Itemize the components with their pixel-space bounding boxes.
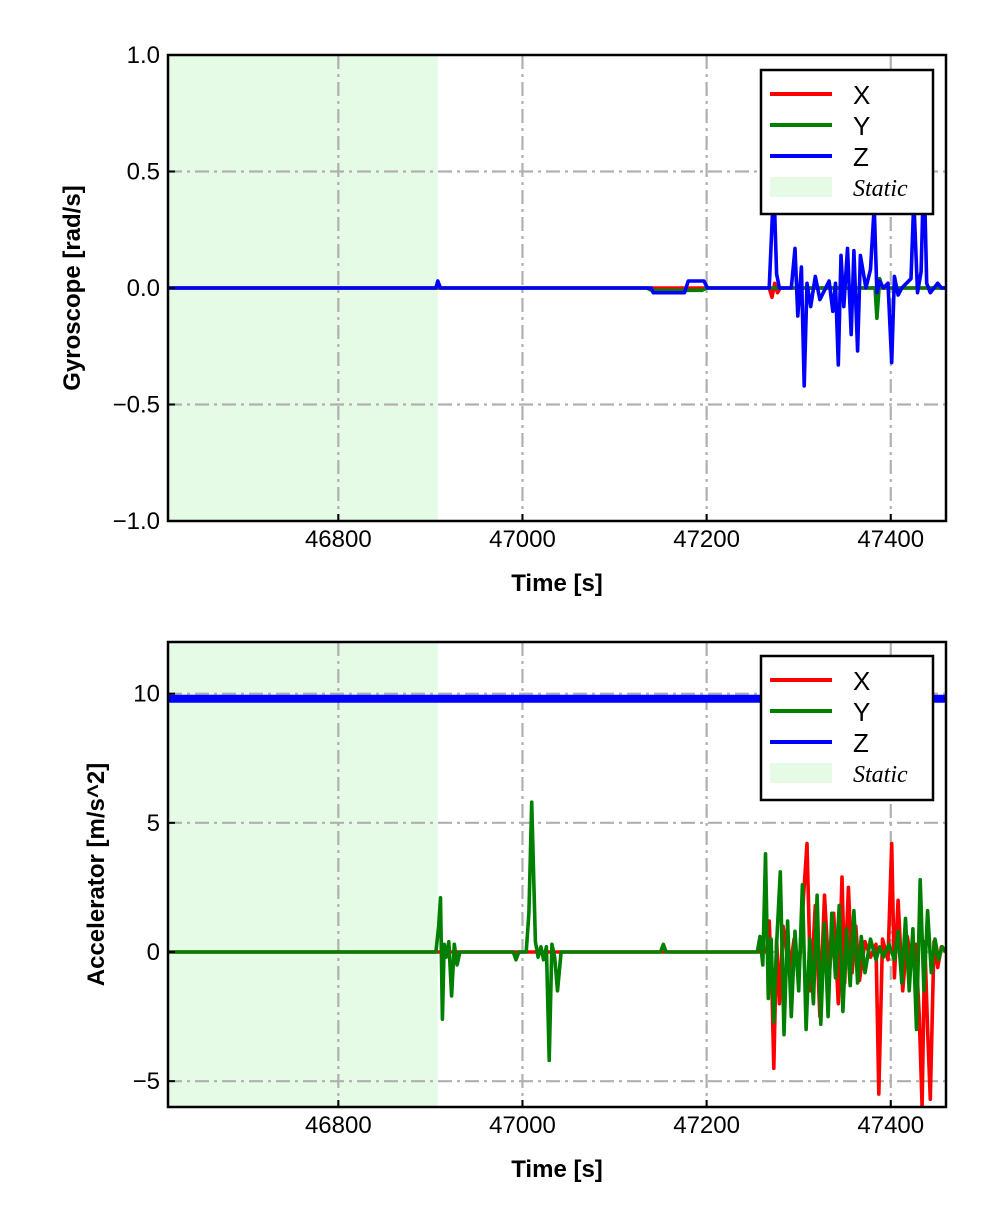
plot-frame bbox=[166, 640, 948, 1109]
x-axis-title: Time [s] bbox=[511, 1156, 603, 1183]
legend-entry-z: Z bbox=[770, 142, 869, 172]
legend-label: Y bbox=[853, 111, 870, 141]
legend-entry-z: Z bbox=[770, 728, 869, 758]
legend-entry-static: Static bbox=[770, 762, 908, 788]
legend: XYZ Static bbox=[759, 654, 935, 802]
y-tick-label: 5 bbox=[147, 810, 160, 837]
y-axis-title: Gyroscope [rad/s] bbox=[59, 185, 86, 390]
y-tick-label: −5 bbox=[133, 1068, 160, 1095]
x-axis-title: Time [s] bbox=[511, 570, 603, 597]
series-z-line bbox=[168, 162, 946, 388]
legend-entry-x: X bbox=[770, 80, 870, 110]
legend-label: Static bbox=[853, 176, 908, 202]
legend-entry-y: Y bbox=[770, 111, 870, 141]
legend-swatch bbox=[770, 763, 832, 783]
x-tick-label: 47000 bbox=[489, 526, 556, 553]
series-group bbox=[168, 162, 946, 388]
series-y-line bbox=[168, 800, 946, 1063]
y-tick-label: 10 bbox=[133, 681, 160, 708]
legend-label: Z bbox=[853, 728, 869, 758]
x-tick-label: 47000 bbox=[489, 1112, 556, 1139]
y-tick-label: 0.5 bbox=[127, 159, 160, 186]
y-axis-title: Accelerator [m/s^2] bbox=[83, 763, 110, 986]
x-tick-label: 47200 bbox=[673, 1112, 740, 1139]
x-tick-label: 47400 bbox=[857, 526, 924, 553]
legend-label: Z bbox=[853, 142, 869, 172]
y-tick-label: 0 bbox=[147, 939, 160, 966]
chart-2: 46800 47000 47200 47400 10 5 0 −5 Time [s] Accele… bbox=[83, 640, 948, 1183]
chart-1: 46800 47000 47200 47400 1.0 0.5 0.0 −0.5 −1.0 Tim… bbox=[59, 42, 948, 597]
x-tick-label: 46800 bbox=[305, 1112, 372, 1139]
y-tick-label: −0.5 bbox=[113, 392, 160, 419]
legend-label: X bbox=[853, 80, 870, 110]
legend: XYZ Static bbox=[759, 68, 935, 216]
legend-entry-y: Y bbox=[770, 697, 870, 727]
static-span bbox=[168, 642, 438, 1107]
y-tick-label: 0.0 bbox=[127, 275, 160, 302]
x-tick-label: 47200 bbox=[673, 526, 740, 553]
legend-label: X bbox=[853, 666, 870, 696]
x-tick-label: 47400 bbox=[857, 1112, 924, 1139]
legend-label: Static bbox=[853, 762, 908, 788]
legend-entry-static: Static bbox=[770, 176, 908, 202]
x-tick-label: 46800 bbox=[305, 526, 372, 553]
legend-label: Y bbox=[853, 697, 870, 727]
legend-swatch bbox=[770, 177, 832, 197]
y-tick-label: −1.0 bbox=[113, 508, 160, 535]
y-tick-label: 1.0 bbox=[127, 42, 160, 69]
legend-entry-x: X bbox=[770, 666, 870, 696]
